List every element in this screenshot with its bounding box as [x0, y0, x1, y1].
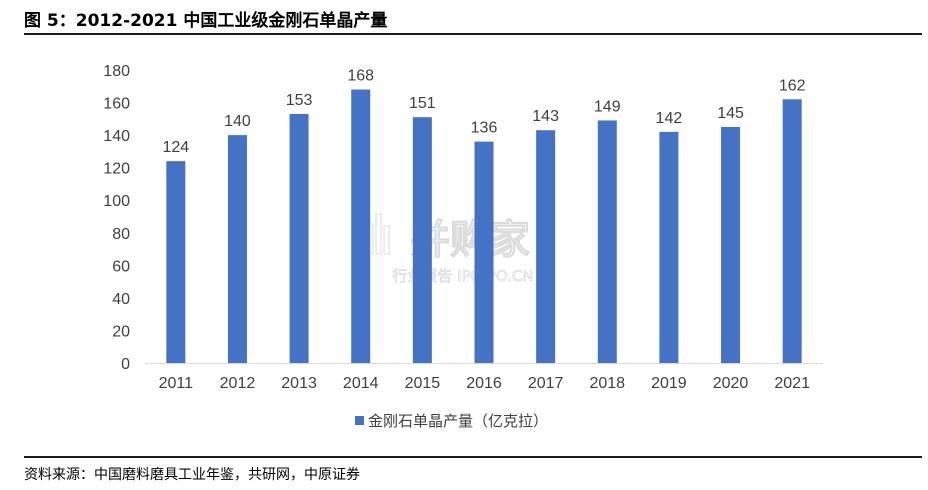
legend-swatch	[355, 416, 364, 425]
data-label: 140	[224, 113, 251, 130]
bar	[782, 99, 802, 364]
y-tick-label: 120	[103, 161, 130, 178]
y-tick-label: 20	[112, 323, 130, 340]
data-label: 143	[532, 108, 559, 125]
y-tick-label: 0	[121, 356, 130, 373]
y-tick-label: 180	[103, 63, 130, 80]
bar	[659, 131, 679, 363]
data-label: 153	[286, 92, 313, 109]
bar	[227, 135, 247, 363]
legend-label: 金刚石单晶产量（亿克拉）	[368, 412, 548, 430]
bar	[597, 120, 617, 363]
title-rule	[24, 33, 922, 35]
x-tick-label: 2021	[774, 375, 810, 392]
data-label: 168	[347, 68, 374, 85]
bar	[412, 117, 432, 363]
bar	[721, 126, 741, 363]
bar	[474, 141, 494, 363]
x-tick-label: 2020	[713, 375, 749, 392]
x-tick-label: 2015	[405, 375, 441, 392]
x-tick-label: 2017	[528, 375, 564, 392]
x-tick-label: 2013	[281, 375, 317, 392]
bar	[166, 161, 186, 363]
x-tick-label: 2018	[589, 375, 625, 392]
bar	[289, 113, 309, 363]
x-tick-label: 2011	[159, 375, 194, 392]
y-tick-label: 100	[103, 193, 130, 210]
y-tick-label: 140	[103, 128, 130, 145]
x-tick-label: 2012	[220, 375, 256, 392]
bar-chart: 并购家 行业报告 IPOIPO.CN 0 20 40 60 80 100 120 140 160…	[103, 63, 823, 430]
y-tick-label: 80	[112, 226, 130, 243]
figure-title: 图 5：2012-2021 中国工业级金刚石单晶产量	[24, 11, 388, 31]
x-tick-label: 2014	[343, 375, 379, 392]
source-rule	[24, 456, 922, 458]
data-label: 142	[656, 110, 683, 127]
y-tick-label: 160	[103, 96, 130, 113]
watermark: 并购家 行业报告 IPOIPO.CN	[359, 213, 534, 285]
data-label: 162	[779, 77, 806, 94]
data-label: 151	[409, 95, 436, 112]
data-label: 145	[717, 105, 744, 122]
y-tick-label: 40	[112, 291, 130, 308]
x-tick-label: 2016	[466, 375, 502, 392]
bar	[536, 130, 556, 363]
x-tick-label: 2019	[651, 375, 687, 392]
data-label: 149	[594, 98, 621, 115]
data-label: 136	[471, 120, 498, 137]
data-label: 124	[162, 139, 189, 156]
bar	[351, 89, 371, 364]
y-tick-label: 60	[112, 258, 130, 275]
source-note: 资料来源：中国磨料磨具工业年鉴，共研网，中原证券	[24, 467, 360, 483]
